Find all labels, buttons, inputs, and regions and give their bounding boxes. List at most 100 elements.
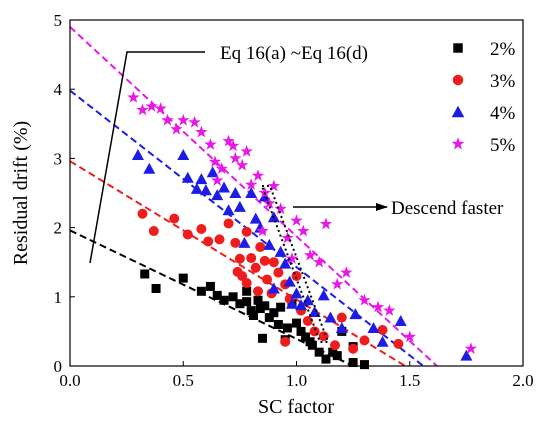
y-tick-label: 5 — [54, 11, 63, 30]
data-point-square — [328, 347, 338, 357]
data-point-circle — [393, 338, 404, 349]
data-point-triangle — [317, 289, 330, 301]
data-point-star — [177, 113, 190, 126]
data-point-star — [226, 139, 240, 152]
y-tick-label: 2 — [54, 219, 63, 238]
data-point-triangle — [190, 182, 203, 194]
data-point-square — [332, 351, 342, 361]
y-tick-label: 0 — [54, 357, 63, 376]
eq-annotation: Eq 16(a) ~Eq 16(d) — [220, 43, 368, 64]
data-point-triangle — [274, 245, 287, 257]
x-axis-label: SC factor — [258, 396, 334, 418]
legend-marker — [452, 74, 464, 86]
x-tick-label: 0.5 — [173, 371, 194, 390]
legend: 2% 3% 4% 5% — [451, 39, 516, 156]
data-point-circle — [137, 208, 148, 219]
data-point-star — [245, 178, 258, 190]
data-point-circle — [148, 226, 159, 237]
data-point-circle — [309, 326, 320, 337]
legend-marker — [451, 105, 465, 118]
y-tick-label: 4 — [54, 80, 63, 99]
data-point-triangle — [376, 335, 389, 347]
data-point-star — [303, 248, 317, 261]
data-point-square — [296, 326, 306, 336]
data-point-triangle — [349, 308, 362, 320]
data-point-triangle — [181, 171, 194, 183]
data-point-square — [205, 281, 215, 291]
data-point-square — [151, 283, 161, 293]
data-point-star — [340, 266, 353, 278]
data-point-circle — [280, 336, 291, 347]
data-point-star — [371, 300, 385, 313]
data-point-circle — [377, 325, 388, 336]
data-point-triangle — [460, 349, 473, 361]
data-point-circle — [223, 218, 234, 229]
data-point-star — [358, 293, 371, 306]
data-point-star — [145, 100, 158, 112]
x-tick-label: 1.5 — [399, 371, 420, 390]
data-point-square — [178, 273, 188, 283]
x-tick-label: 0.0 — [59, 371, 80, 390]
data-point-square — [301, 332, 311, 342]
data-point-circle — [241, 277, 252, 288]
data-point-star — [236, 158, 249, 171]
data-point-triangle — [206, 166, 219, 178]
data-point-circle — [259, 255, 270, 266]
fit-line — [70, 26, 438, 366]
data-point-star — [281, 231, 294, 244]
data-point-square — [359, 360, 369, 370]
data-point-square — [235, 299, 245, 309]
data-point-square — [212, 290, 222, 300]
data-point-circle — [255, 241, 266, 252]
data-point-star — [222, 134, 235, 147]
data-point-square — [242, 297, 252, 307]
data-point-star — [313, 255, 326, 268]
data-point-square — [321, 354, 331, 364]
data-point-triangle — [335, 321, 348, 333]
data-point-square — [219, 295, 229, 305]
data-point-triangle — [290, 287, 303, 299]
data-point-circle — [330, 340, 341, 351]
data-point-circle — [302, 316, 313, 327]
data-point-star — [263, 196, 276, 209]
data-point-circle — [182, 229, 193, 240]
data-point-circle — [246, 253, 257, 264]
data-point-triangle — [263, 238, 276, 250]
data-point-star — [256, 224, 269, 237]
data-point-triangle — [258, 190, 271, 202]
data-point-triangle — [394, 315, 407, 327]
data-point-triangle — [367, 321, 380, 333]
data-point-circle — [214, 234, 225, 245]
data-point-triangle — [324, 311, 337, 323]
data-point-square — [242, 286, 252, 296]
data-point-square — [258, 333, 268, 343]
data-point-triangle — [308, 306, 321, 318]
data-point-star — [464, 342, 478, 354]
data-point-circle — [234, 253, 245, 264]
data-point-triangle — [249, 212, 262, 224]
legend-label: 3% — [490, 71, 516, 92]
x-tick-label: 2.0 — [512, 371, 533, 390]
descend-region-outline — [260, 185, 330, 343]
data-point-square — [264, 313, 274, 323]
data-point-star — [170, 122, 183, 135]
data-point-star — [285, 252, 299, 264]
data-point-square — [314, 347, 324, 357]
data-point-star — [136, 103, 149, 116]
data-point-circle — [241, 226, 252, 237]
data-point-triangle — [211, 189, 224, 201]
data-point-star — [204, 138, 217, 150]
data-point-triangle — [238, 236, 251, 248]
data-point-square — [292, 318, 301, 328]
data-point-star — [127, 91, 140, 103]
data-point-triangle — [279, 257, 292, 269]
data-point-triangle — [131, 148, 144, 160]
data-point-star — [195, 125, 208, 138]
data-point-triangle — [218, 181, 231, 193]
data-point-triangle — [283, 275, 296, 287]
data-point-star — [161, 113, 174, 126]
data-point-star — [240, 145, 253, 157]
data-point-triangle — [267, 282, 280, 294]
x-tick-label: 1.0 — [286, 371, 307, 390]
data-point-circle — [262, 274, 273, 285]
